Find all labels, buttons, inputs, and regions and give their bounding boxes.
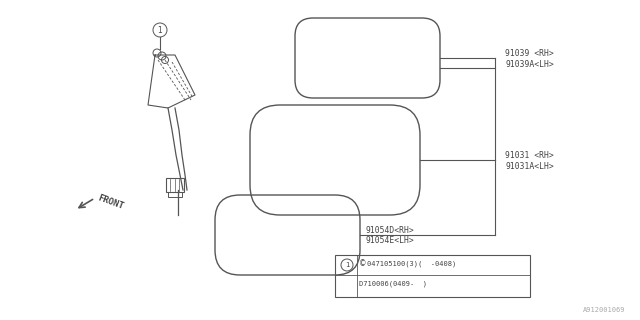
Text: 91054E<LH>: 91054E<LH> bbox=[365, 236, 413, 244]
Text: 91031 <RH>: 91031 <RH> bbox=[505, 150, 554, 159]
Text: 91039 <RH>: 91039 <RH> bbox=[505, 49, 554, 58]
Text: 047105100(3)(  -0408): 047105100(3)( -0408) bbox=[367, 261, 456, 267]
Text: D710006(0409-  ): D710006(0409- ) bbox=[359, 281, 427, 287]
Circle shape bbox=[153, 23, 167, 37]
Text: 1: 1 bbox=[345, 262, 349, 268]
Text: 91031A<LH>: 91031A<LH> bbox=[505, 162, 554, 171]
Bar bbox=[168, 192, 182, 197]
Text: ©: © bbox=[359, 260, 367, 268]
Bar bbox=[166, 178, 184, 192]
Text: 91054D<RH>: 91054D<RH> bbox=[365, 226, 413, 235]
Text: 1: 1 bbox=[157, 26, 163, 35]
Text: A912001069: A912001069 bbox=[582, 307, 625, 313]
Text: FRONT: FRONT bbox=[97, 193, 125, 211]
Text: 91039A<LH>: 91039A<LH> bbox=[505, 60, 554, 68]
Bar bbox=[335, 255, 530, 297]
